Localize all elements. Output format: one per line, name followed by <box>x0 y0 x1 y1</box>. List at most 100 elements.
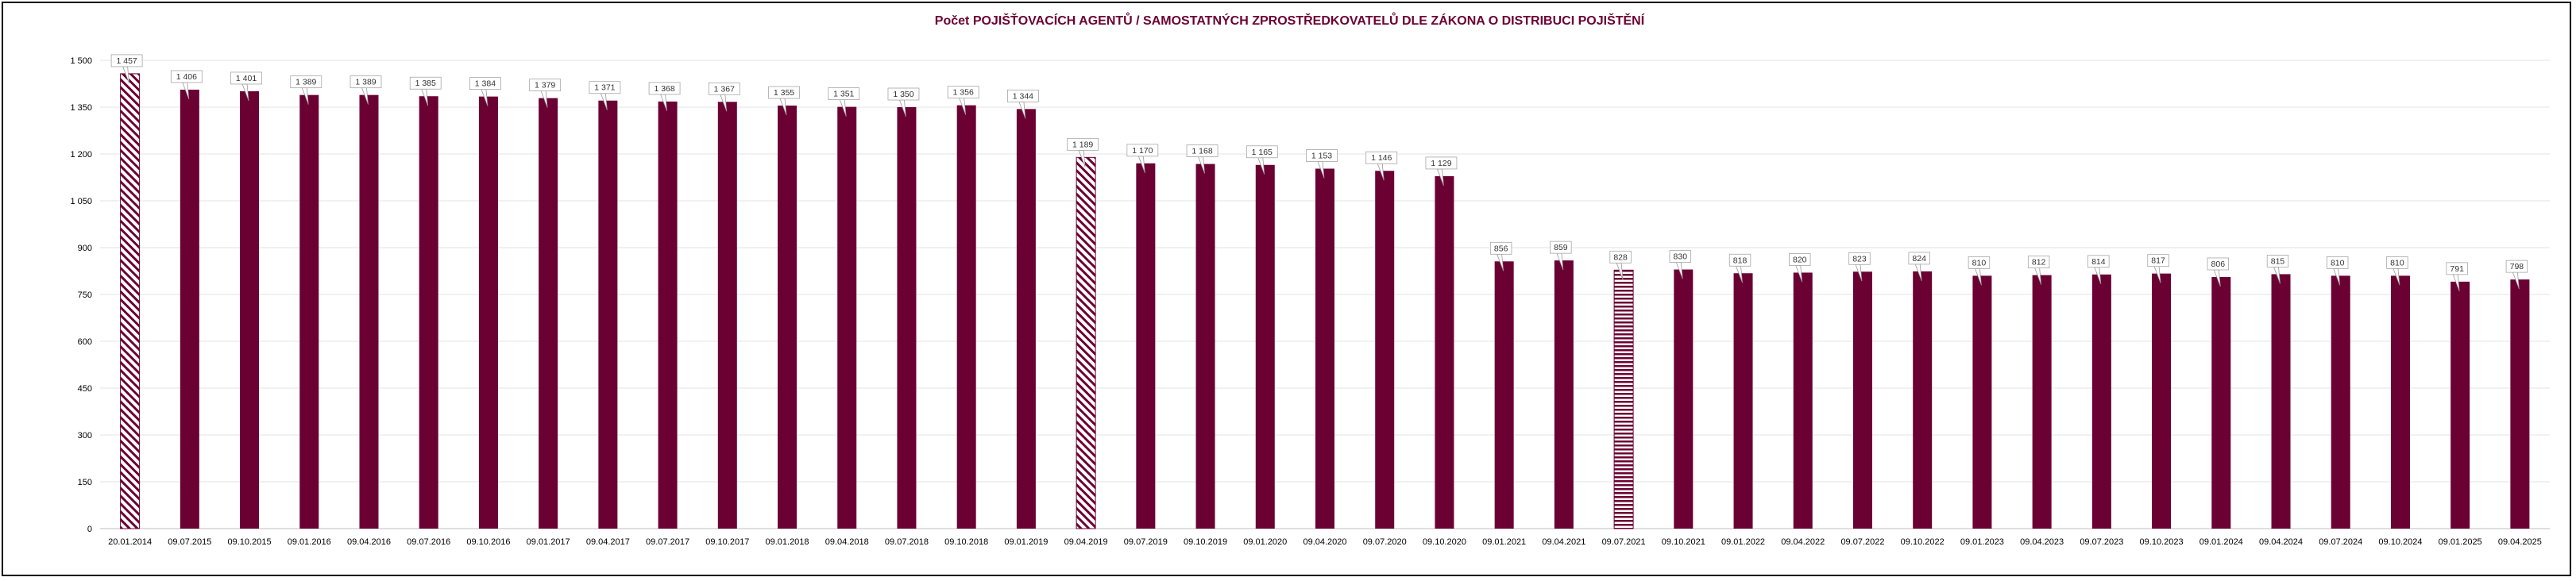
bars <box>120 73 2530 529</box>
data-label: 1 168 <box>1186 144 1218 174</box>
bar <box>1375 171 1395 529</box>
data-label: 828 <box>1609 250 1632 280</box>
x-tick-label: 09.10.2021 <box>1662 537 1705 547</box>
data-label: 1 367 <box>708 82 740 112</box>
bar <box>1195 164 1215 529</box>
svg-text:806: 806 <box>2211 260 2226 269</box>
x-tick-label: 09.10.2019 <box>1184 537 1227 547</box>
data-label: 1 457 <box>110 54 143 84</box>
bar <box>1674 269 1694 529</box>
x-tick-label: 09.07.2023 <box>2080 537 2123 547</box>
svg-text:823: 823 <box>1852 254 1867 264</box>
svg-text:856: 856 <box>1494 244 1508 253</box>
x-tick-label: 09.04.2017 <box>586 537 630 547</box>
data-label: 818 <box>1728 253 1751 283</box>
data-label: 791 <box>2446 262 2468 292</box>
bar <box>2390 275 2410 529</box>
data-label: 810 <box>2327 256 2349 286</box>
data-label: 1 189 <box>1067 137 1099 167</box>
data-labels: 1 457 1 406 1 401 1 389 1 389 1 385 1 384 1 379… <box>110 54 2528 292</box>
bar <box>2450 281 2470 529</box>
x-tick-label: 09.01.2025 <box>2439 537 2482 547</box>
bar <box>1494 261 1514 529</box>
svg-text:1 129: 1 129 <box>1431 159 1451 168</box>
y-tick-label: 900 <box>78 244 92 253</box>
data-label: 824 <box>1908 252 1930 282</box>
x-tick-label: 09.01.2019 <box>1004 537 1048 547</box>
x-tick-label: 09.10.2015 <box>228 537 272 547</box>
svg-text:791: 791 <box>2450 264 2464 274</box>
data-label: 1 401 <box>230 71 262 102</box>
data-label: 1 165 <box>1246 145 1278 175</box>
bar <box>778 106 798 529</box>
svg-text:828: 828 <box>1613 252 1628 262</box>
x-tick-label: 09.07.2015 <box>168 537 211 547</box>
svg-text:1 384: 1 384 <box>475 79 496 89</box>
y-tick-label: 450 <box>78 384 92 394</box>
x-tick-label: 20.01.2014 <box>108 537 152 547</box>
data-label: 1 351 <box>828 87 860 117</box>
x-tick-label: 09.01.2018 <box>765 537 809 547</box>
data-label: 1 129 <box>1425 156 1458 187</box>
x-tick-label: 09.07.2020 <box>1363 537 1407 547</box>
bar <box>598 100 618 529</box>
y-tick-label: 1 050 <box>70 197 92 206</box>
svg-text:1 401: 1 401 <box>236 74 257 83</box>
bar <box>1076 156 1096 529</box>
bar <box>897 107 917 529</box>
svg-text:818: 818 <box>1733 256 1748 265</box>
x-tick-label: 09.04.2016 <box>347 537 391 547</box>
svg-text:1 406: 1 406 <box>176 72 197 82</box>
data-label: 815 <box>2266 255 2289 284</box>
data-label: 859 <box>1550 240 1572 271</box>
y-tick-label: 0 <box>87 525 92 534</box>
x-tick-label: 09.04.2024 <box>2259 537 2303 547</box>
x-tick-label: 09.10.2018 <box>944 537 988 547</box>
bar <box>1315 168 1334 529</box>
x-tick-label: 09.07.2021 <box>1602 537 1646 547</box>
bar <box>1913 271 1933 529</box>
svg-text:1 153: 1 153 <box>1311 151 1332 160</box>
bar <box>717 102 737 529</box>
data-label: 830 <box>1669 250 1692 279</box>
x-tick-label: 09.01.2022 <box>1721 537 1765 547</box>
bar <box>1733 273 1753 529</box>
bar <box>419 96 438 529</box>
svg-text:1 457: 1 457 <box>116 56 137 66</box>
data-label: 1 384 <box>469 77 501 106</box>
svg-text:859: 859 <box>1554 243 1568 252</box>
x-tick-label: 09.01.2020 <box>1243 537 1287 547</box>
y-tick-label: 1 350 <box>70 103 92 113</box>
data-label: 1 371 <box>589 81 621 110</box>
svg-text:1 189: 1 189 <box>1072 140 1093 149</box>
x-tick-label: 09.07.2018 <box>885 537 929 547</box>
data-label: 1 350 <box>887 87 920 117</box>
svg-text:810: 810 <box>1972 258 1987 267</box>
data-label: 1 385 <box>409 76 442 106</box>
x-tick-label: 09.01.2016 <box>288 537 331 547</box>
svg-text:810: 810 <box>2331 258 2345 267</box>
x-tick-label: 09.10.2024 <box>2378 537 2422 547</box>
x-tick-label: 09.10.2022 <box>1901 537 1945 547</box>
svg-text:1 344: 1 344 <box>1013 91 1033 101</box>
data-label: 810 <box>1968 256 1991 286</box>
bar <box>1016 109 1036 529</box>
data-label: 1 355 <box>768 86 800 116</box>
bar <box>180 89 199 529</box>
y-tick-label: 1 200 <box>70 150 92 160</box>
bar <box>1852 271 1872 529</box>
bar <box>2091 274 2111 529</box>
bar <box>1136 163 1156 529</box>
bar <box>1255 164 1275 529</box>
bar <box>120 73 141 529</box>
bar <box>1435 175 1454 529</box>
data-label: 798 <box>2505 260 2528 290</box>
bar <box>359 94 379 529</box>
x-tick-label: 09.04.2025 <box>2498 537 2542 547</box>
bar <box>2271 274 2291 529</box>
x-tick-label: 09.10.2017 <box>705 537 749 547</box>
svg-text:817: 817 <box>2151 256 2165 266</box>
svg-text:810: 810 <box>2390 258 2404 267</box>
bar <box>956 105 976 529</box>
